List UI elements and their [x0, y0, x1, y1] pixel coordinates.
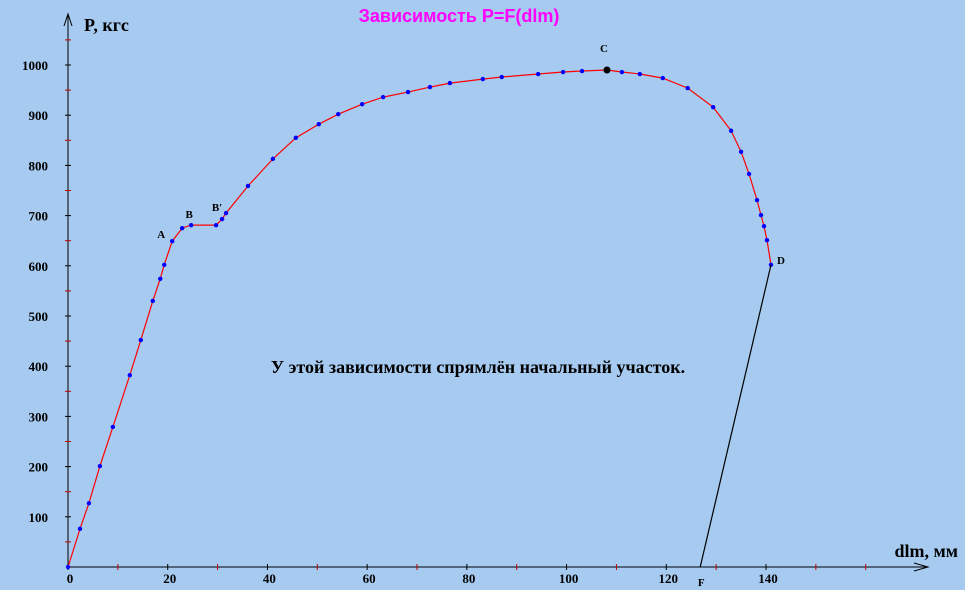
data-point	[685, 85, 690, 91]
data-point	[86, 501, 92, 506]
annotation-label: B	[185, 209, 193, 221]
data-point	[380, 94, 386, 100]
data-point	[728, 128, 734, 133]
y-axis-label: P, кгс	[84, 15, 129, 35]
y-tick-label: 100	[29, 510, 49, 525]
data-point	[293, 135, 299, 140]
annotation-label: F	[698, 577, 705, 589]
note: У этой зависимости спрямлён начальный уч…	[271, 357, 685, 377]
y-tick-label: 800	[29, 158, 49, 173]
data-point	[405, 89, 411, 95]
data-point	[619, 69, 625, 75]
data-point	[77, 526, 83, 532]
data-point	[65, 564, 71, 570]
data-point	[761, 223, 767, 229]
data-point	[637, 71, 643, 77]
data-point	[158, 276, 163, 282]
y-tick-label: 400	[29, 359, 49, 374]
x-tick-label: 40	[263, 571, 276, 586]
x-arrow	[913, 562, 930, 572]
data-point	[758, 212, 764, 218]
y-tick-label: 700	[29, 209, 49, 224]
data-point	[150, 298, 155, 304]
data-point	[359, 101, 365, 107]
data-point	[579, 68, 585, 74]
series-line	[67, 69, 772, 568]
y-tick-label: 300	[29, 409, 49, 424]
data-point	[127, 373, 133, 378]
x-tick-label: 0	[67, 571, 74, 586]
annotation-label: C	[600, 43, 608, 55]
annotation-label: B′	[212, 202, 222, 214]
y-tick-label: 200	[29, 460, 49, 475]
y-tick-label: 500	[29, 309, 49, 324]
data-point	[188, 222, 194, 228]
data-point	[170, 239, 175, 244]
data-point	[447, 80, 453, 86]
data-point	[179, 225, 185, 231]
data-point	[270, 156, 276, 162]
x-axis-label: dlm, мм	[894, 541, 958, 561]
x-tick-label: 80	[462, 571, 475, 586]
annotation-marker	[603, 66, 611, 74]
data-point	[499, 74, 504, 80]
y-tick-label: 600	[29, 259, 49, 274]
data-point	[560, 69, 566, 75]
data-point	[162, 262, 167, 267]
x-tick-label: 20	[163, 571, 176, 586]
y-tick-label: 900	[29, 108, 49, 123]
data-point	[427, 84, 433, 90]
data-point	[138, 337, 143, 343]
data-point	[97, 463, 103, 469]
x-tick-label: 120	[659, 571, 679, 586]
data-point	[738, 149, 744, 155]
annotation-label: A	[157, 229, 165, 241]
chart-title: Зависимость P=F(dlm)	[359, 6, 560, 26]
series-line	[699, 264, 772, 568]
data-point	[219, 216, 225, 222]
x-tick-label: 100	[559, 571, 579, 586]
data-point	[245, 183, 251, 189]
data-point	[110, 424, 116, 430]
data-point	[764, 237, 770, 243]
data-point	[535, 71, 541, 77]
x-tick-label: 140	[758, 571, 778, 586]
annotation-label: D	[777, 255, 785, 267]
data-point	[754, 197, 760, 203]
x-tick-label: 60	[363, 571, 376, 586]
y-tick-label: 1000	[22, 58, 48, 73]
data-point	[480, 76, 486, 82]
data-point	[768, 262, 774, 267]
data-point	[336, 111, 341, 117]
data-point	[660, 75, 665, 81]
data-point	[223, 210, 229, 216]
data-point	[213, 222, 219, 228]
data-point	[746, 171, 752, 177]
y-arrow	[63, 12, 73, 27]
data-point	[710, 104, 716, 110]
data-point	[316, 122, 321, 127]
